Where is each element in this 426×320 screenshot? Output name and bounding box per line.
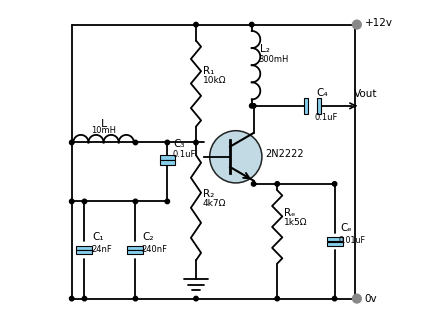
Circle shape [351,293,361,304]
Text: 0.1uF: 0.1uF [314,113,337,122]
Circle shape [351,20,361,30]
Text: C₃: C₃ [173,139,184,149]
Circle shape [69,296,74,301]
Text: C₂: C₂ [142,232,154,243]
Bar [127,245,143,250]
Bar [76,250,92,254]
Text: L: L [100,119,106,129]
Bar [127,250,143,254]
Text: Vout: Vout [354,89,377,99]
Bar [159,160,175,165]
Circle shape [274,182,279,186]
Text: R₁: R₁ [202,66,214,76]
Circle shape [193,140,198,145]
Text: 4k7Ω: 4k7Ω [202,199,226,208]
Bar [326,237,342,241]
Circle shape [165,140,169,145]
Bar [76,245,92,250]
Text: 0v: 0v [364,293,377,304]
Circle shape [251,104,255,108]
Text: 24nF: 24nF [91,244,112,254]
Text: C₁: C₁ [92,232,104,243]
Text: C₄: C₄ [315,88,327,98]
Bar [316,98,320,114]
Text: 2N2222: 2N2222 [265,148,303,159]
Text: Rₑ: Rₑ [284,208,295,218]
Text: Cₑ: Cₑ [340,223,351,233]
Circle shape [133,140,137,145]
Circle shape [133,296,137,301]
Circle shape [69,140,74,145]
Circle shape [251,182,255,186]
Circle shape [331,182,336,186]
Text: R₂: R₂ [202,189,214,199]
Bar [159,155,175,160]
Bar [326,242,342,246]
Circle shape [331,296,336,301]
Circle shape [69,199,74,204]
Circle shape [274,296,279,301]
Circle shape [249,22,253,27]
Circle shape [82,199,86,204]
Text: 240nF: 240nF [141,244,167,254]
Text: L₂: L₂ [259,44,269,54]
Circle shape [82,296,86,301]
Text: 10kΩ: 10kΩ [202,76,226,85]
Circle shape [249,104,253,108]
Text: +12v: +12v [364,18,392,28]
Circle shape [193,22,198,27]
Text: 300mH: 300mH [258,55,288,64]
Circle shape [193,296,198,301]
Text: 10mH: 10mH [91,126,116,135]
Text: 0.1uF: 0.1uF [172,150,195,159]
Text: 1k5Ω: 1k5Ω [283,218,306,227]
Circle shape [165,199,169,204]
Circle shape [133,199,137,204]
Text: 0.01uF: 0.01uF [337,236,365,245]
Circle shape [209,131,261,183]
Bar [303,98,307,114]
